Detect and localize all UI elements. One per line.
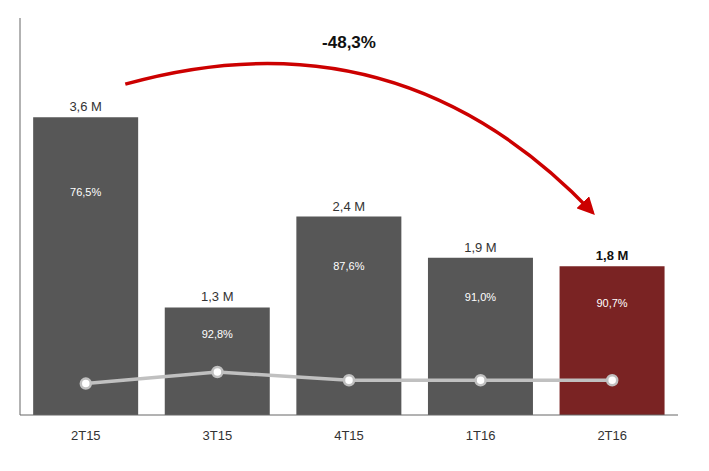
svg-text:2,4 M: 2,4 M	[333, 199, 366, 214]
svg-text:4T15: 4T15	[334, 428, 364, 443]
svg-text:3,6 M: 3,6 M	[69, 99, 102, 114]
svg-text:-48,3%: -48,3%	[322, 33, 376, 52]
svg-text:76,5%: 76,5%	[70, 186, 101, 198]
svg-text:1,3 M: 1,3 M	[201, 289, 234, 304]
svg-text:91,0%: 91,0%	[465, 291, 496, 303]
svg-text:87,6%: 87,6%	[333, 260, 364, 272]
svg-text:1T16: 1T16	[466, 428, 496, 443]
svg-text:92,8%: 92,8%	[202, 328, 233, 340]
svg-text:2T16: 2T16	[597, 428, 627, 443]
svg-text:1,9 M: 1,9 M	[464, 240, 497, 255]
svg-text:90,7%: 90,7%	[596, 297, 627, 309]
svg-text:2T15: 2T15	[71, 428, 101, 443]
svg-text:3T15: 3T15	[203, 428, 233, 443]
svg-text:1,8 M: 1,8 M	[596, 248, 629, 263]
